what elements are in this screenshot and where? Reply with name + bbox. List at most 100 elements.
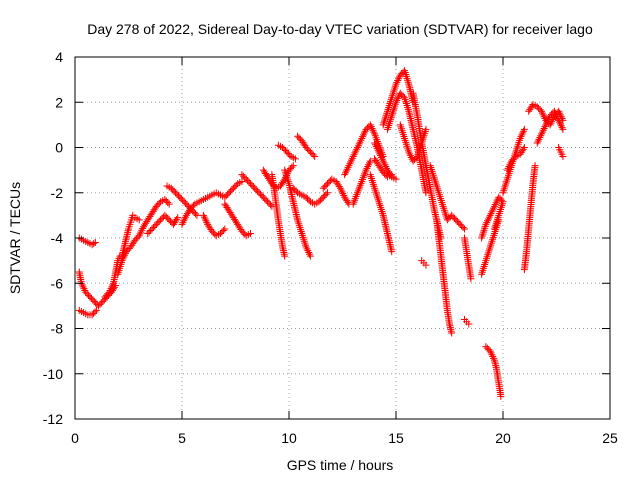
data-point	[157, 216, 165, 224]
data-point	[392, 98, 400, 106]
data-point	[501, 183, 509, 191]
data-point	[162, 197, 170, 205]
data-point	[505, 163, 513, 171]
data-point	[406, 150, 414, 158]
data-point	[137, 228, 145, 236]
data-point	[107, 285, 115, 293]
data-point	[553, 113, 561, 121]
data-point	[528, 102, 536, 110]
data-point	[557, 122, 565, 130]
series-arc-24	[371, 155, 396, 181]
data-point	[335, 183, 343, 191]
data-point	[508, 157, 516, 165]
data-point	[432, 179, 440, 187]
data-point	[437, 195, 445, 203]
data-points	[75, 67, 567, 400]
data-point	[359, 133, 367, 141]
data-point	[392, 175, 400, 183]
data-point	[366, 121, 374, 129]
data-point	[101, 293, 109, 301]
data-point	[377, 206, 385, 214]
data-point	[321, 192, 329, 200]
data-point	[482, 257, 490, 265]
data-point	[154, 201, 162, 209]
data-point	[483, 344, 491, 352]
data-point	[368, 176, 376, 184]
series-arc-36	[482, 343, 505, 400]
data-point	[318, 195, 326, 203]
data-point	[398, 125, 406, 133]
data-point	[379, 157, 387, 165]
data-point	[482, 343, 490, 351]
data-point	[479, 228, 487, 236]
data-point	[238, 227, 246, 235]
data-point	[344, 198, 352, 206]
data-point	[541, 123, 549, 131]
data-point	[486, 347, 494, 355]
data-point	[180, 198, 188, 206]
data-point	[376, 202, 384, 210]
data-point	[261, 195, 269, 203]
data-point	[539, 111, 547, 119]
data-point	[496, 195, 504, 203]
data-point	[351, 149, 359, 157]
data-point	[147, 226, 155, 234]
data-point	[180, 217, 188, 225]
data-point	[555, 116, 563, 124]
data-point	[360, 129, 368, 137]
data-point	[483, 253, 491, 261]
data-point	[363, 164, 371, 172]
series-arc-31	[433, 216, 456, 337]
grid-lines	[75, 57, 610, 419]
data-point	[343, 165, 351, 173]
data-point	[383, 164, 391, 172]
data-point	[294, 218, 302, 226]
data-point	[378, 155, 386, 163]
data-point	[371, 186, 379, 194]
data-point	[552, 111, 560, 119]
data-point	[490, 204, 498, 212]
series-arc-19	[319, 175, 353, 208]
data-point	[500, 187, 508, 195]
data-point	[151, 222, 159, 230]
data-point	[121, 251, 129, 259]
data-point	[402, 100, 410, 108]
data-point	[364, 163, 372, 171]
y-tick-label: -12	[43, 411, 63, 427]
data-point	[286, 165, 294, 173]
data-point	[232, 181, 240, 189]
data-point	[242, 175, 250, 183]
data-point	[279, 144, 287, 151]
data-point	[467, 275, 475, 283]
data-point	[492, 199, 500, 207]
data-point	[291, 155, 299, 163]
data-point	[544, 115, 552, 123]
data-point	[402, 140, 410, 148]
data-point	[533, 139, 541, 147]
data-point	[504, 164, 512, 172]
data-point	[311, 153, 319, 161]
data-point	[432, 181, 440, 189]
data-point	[403, 101, 411, 109]
data-point	[510, 154, 518, 162]
data-point	[304, 145, 312, 153]
data-point	[378, 207, 386, 215]
data-point	[265, 199, 273, 207]
data-point	[393, 78, 401, 86]
data-point	[381, 170, 389, 178]
series-arc-7	[144, 211, 182, 237]
data-point	[394, 95, 402, 103]
data-point	[228, 186, 236, 194]
data-point	[481, 261, 489, 269]
data-point	[487, 241, 495, 249]
data-point	[366, 157, 374, 165]
data-point	[396, 121, 404, 129]
data-point	[548, 110, 556, 118]
series-arc-30	[426, 162, 468, 233]
data-point	[434, 187, 442, 195]
data-point	[501, 181, 509, 189]
data-point	[540, 113, 548, 121]
data-point	[80, 285, 88, 293]
data-point	[241, 174, 249, 182]
data-point	[305, 248, 313, 256]
